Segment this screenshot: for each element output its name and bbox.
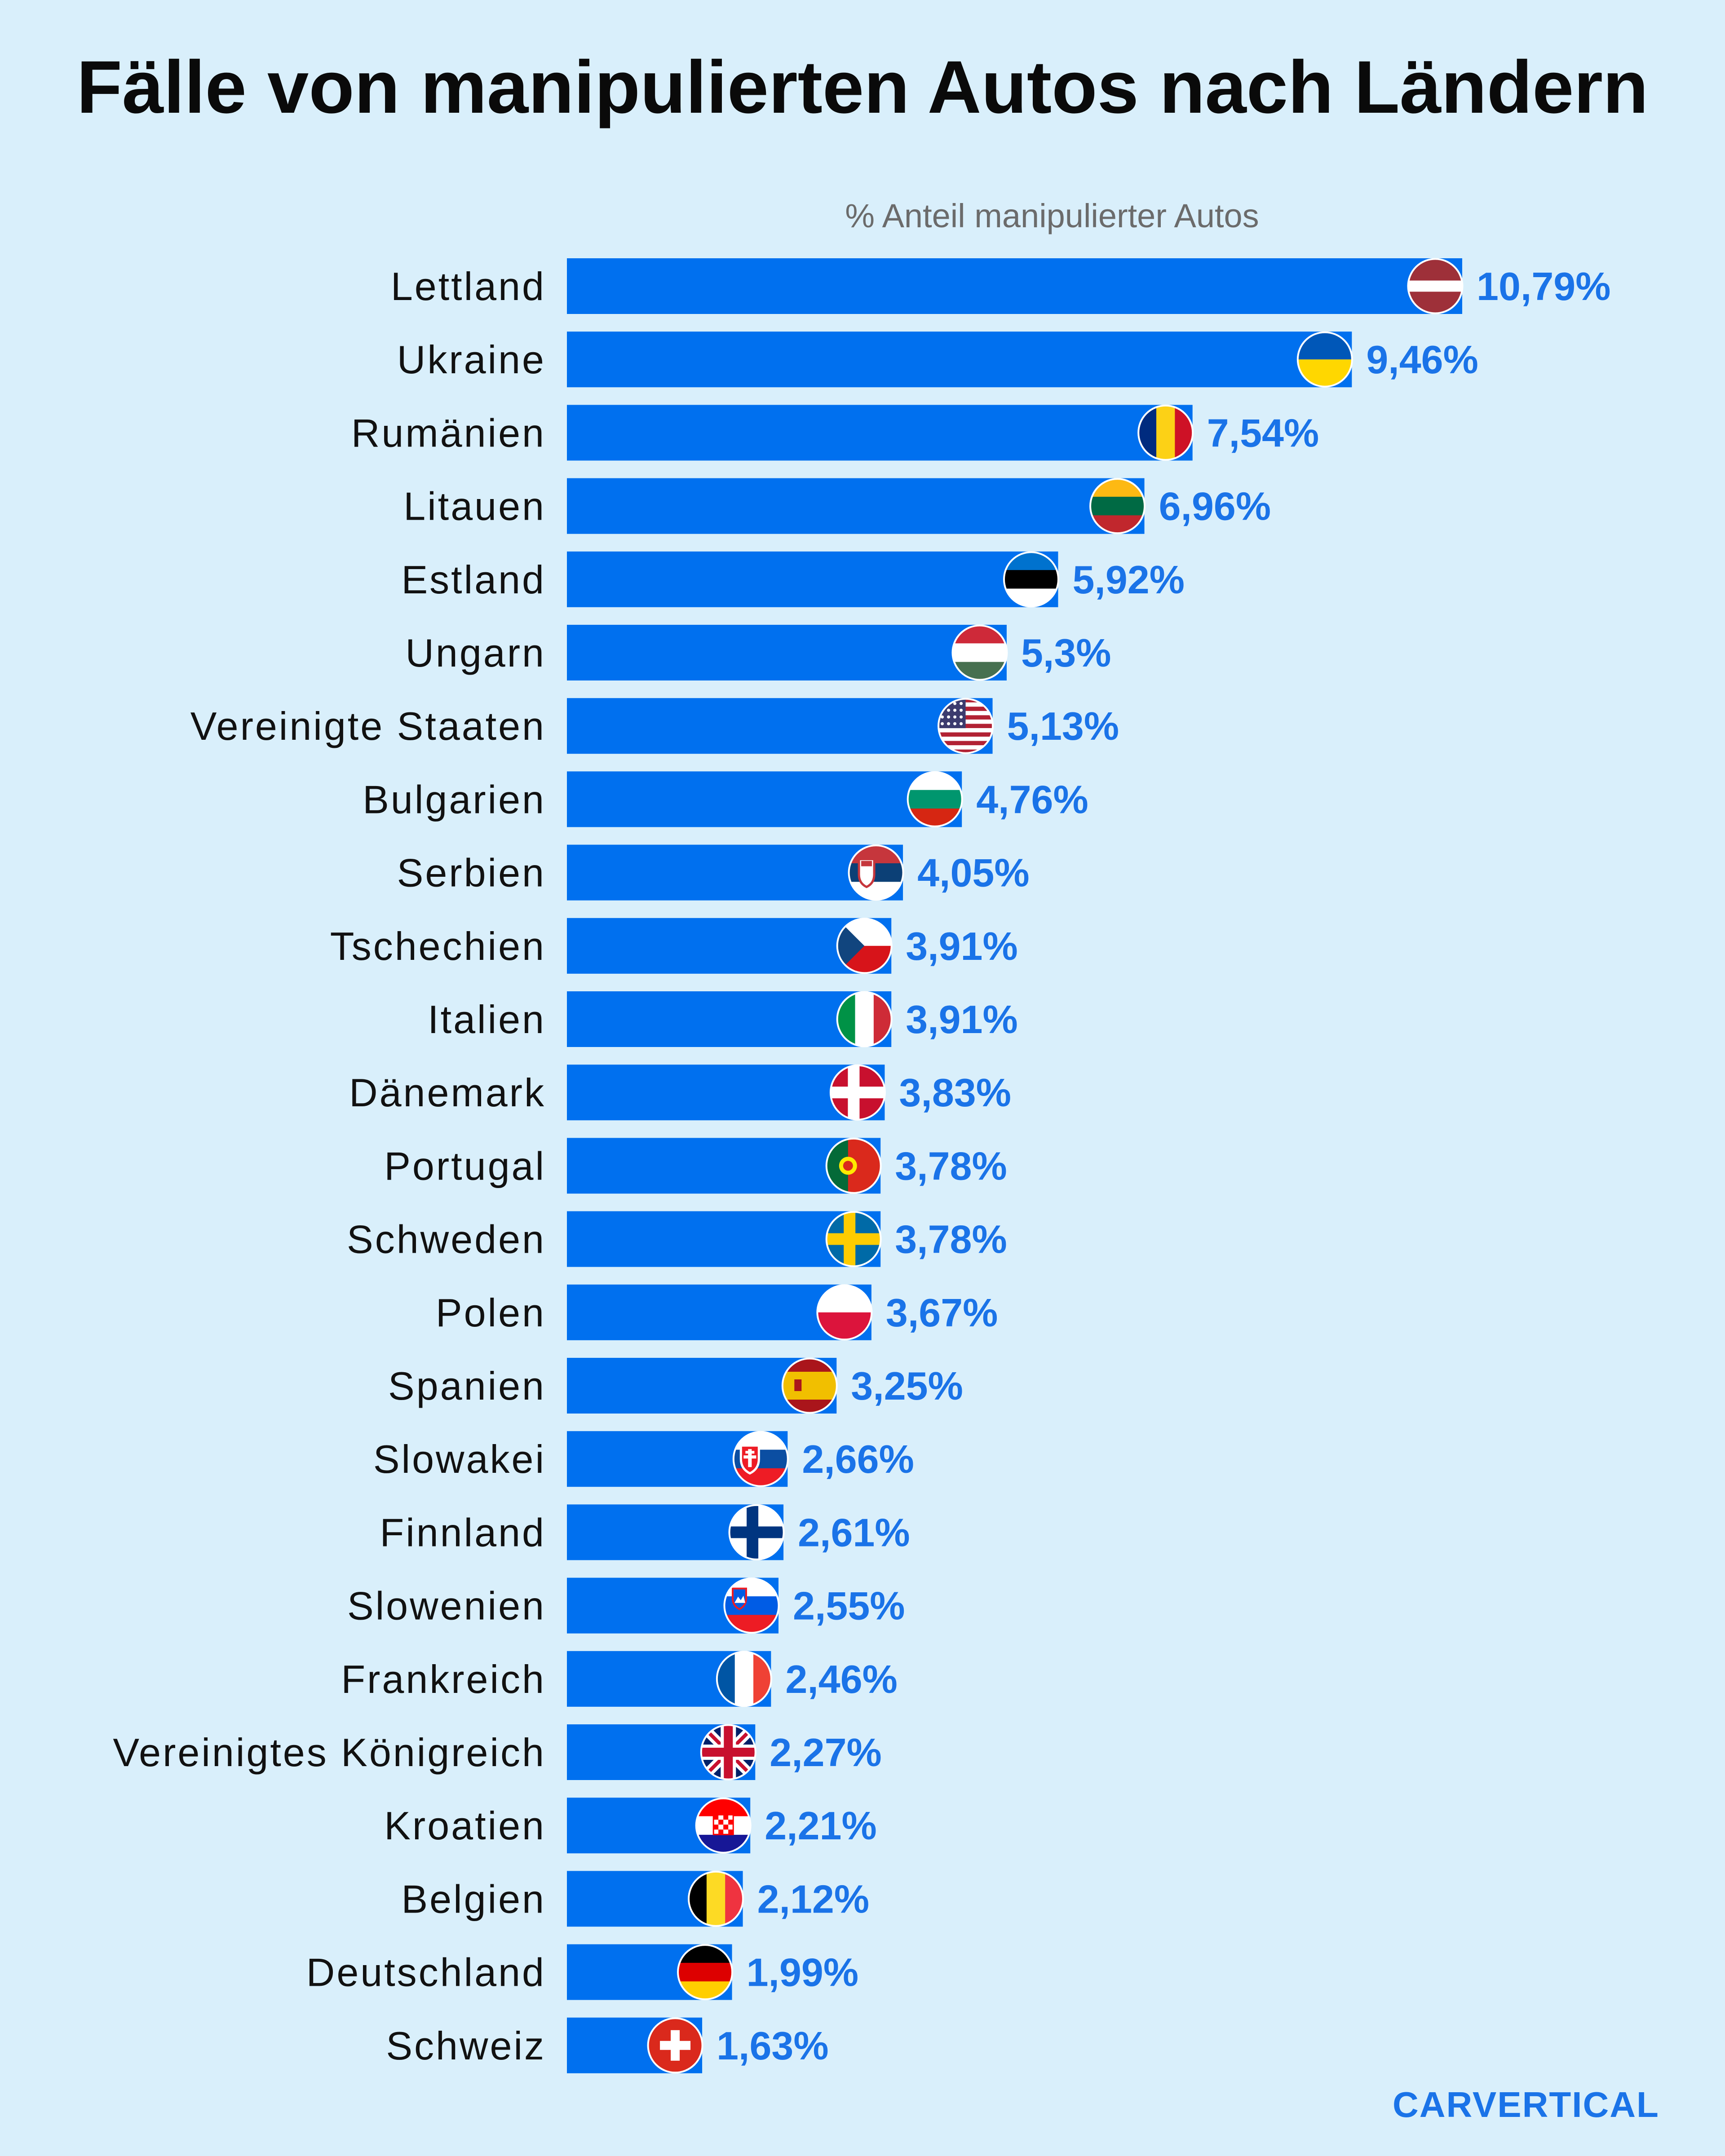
category-label: Frankreich xyxy=(341,1657,546,1701)
value-label: 4,76% xyxy=(976,777,1088,822)
value-label: 1,99% xyxy=(747,1950,859,1995)
value-label: 3,78% xyxy=(895,1217,1007,1262)
value-label: 5,92% xyxy=(1072,557,1185,602)
value-label: 6,96% xyxy=(1159,484,1271,529)
value-label: 3,67% xyxy=(886,1290,998,1335)
x-axis-label: % Anteil manipulierter Autos xyxy=(845,197,1259,234)
bar xyxy=(567,844,903,901)
flag-germany-icon xyxy=(677,1944,734,2001)
category-label: Slowenien xyxy=(347,1584,546,1628)
flag-croatia-icon xyxy=(695,1797,752,1854)
flag-ukraine-icon xyxy=(1296,331,1353,388)
category-label: Ungarn xyxy=(405,631,546,675)
flag-hungary-icon xyxy=(951,624,1008,681)
category-label: Ukraine xyxy=(397,337,546,382)
category-label: Dänemark xyxy=(349,1070,546,1115)
flag-sweden-icon xyxy=(825,1211,882,1268)
bar xyxy=(567,551,1058,607)
category-label: Lettland xyxy=(391,264,546,309)
category-label: Serbien xyxy=(397,851,546,895)
flag-czechia-icon xyxy=(836,918,893,974)
category-label: Rumänien xyxy=(351,411,546,455)
flag-romania-icon xyxy=(1137,404,1194,461)
value-label: 5,3% xyxy=(1021,631,1111,675)
value-label: 7,54% xyxy=(1207,411,1319,455)
value-label: 2,21% xyxy=(765,1803,877,1848)
flag-serbia-icon xyxy=(848,844,904,901)
value-label: 2,61% xyxy=(798,1510,910,1555)
value-label: 2,66% xyxy=(802,1437,914,1481)
flag-poland-icon xyxy=(816,1284,873,1341)
bar xyxy=(567,331,1352,388)
flag-france-icon xyxy=(716,1651,772,1707)
category-label: Schweden xyxy=(347,1217,546,1262)
value-label: 10,79% xyxy=(1477,264,1610,309)
flag-finland-icon xyxy=(728,1504,785,1560)
value-label: 9,46% xyxy=(1366,337,1478,382)
category-label: Polen xyxy=(436,1290,546,1335)
category-label: Vereinigtes Königreich xyxy=(113,1730,546,1775)
category-label: Estland xyxy=(401,557,546,602)
flag-slovakia-icon xyxy=(732,1431,789,1487)
value-label: 2,46% xyxy=(785,1657,898,1701)
category-label: Bulgarien xyxy=(363,777,546,822)
value-label: 2,12% xyxy=(757,1877,870,1921)
category-label: Slowakei xyxy=(373,1437,546,1481)
value-label: 3,91% xyxy=(906,924,1018,968)
bar xyxy=(567,405,1193,461)
bar xyxy=(567,698,993,754)
flag-italy-icon xyxy=(836,991,893,1047)
bar xyxy=(567,771,962,827)
flag-bulgaria-icon xyxy=(907,771,963,827)
category-label: Schweiz xyxy=(386,2023,546,2068)
flag-usa-icon xyxy=(938,698,994,754)
carvertical-logo: CARVERTICAL xyxy=(1393,2085,1659,2125)
flag-latvia-icon xyxy=(1407,258,1464,314)
category-label: Deutschland xyxy=(306,1950,546,1995)
value-label: 4,05% xyxy=(917,851,1030,895)
category-label: Finnland xyxy=(380,1510,546,1555)
category-label: Litauen xyxy=(403,484,546,529)
flag-slovenia-icon xyxy=(723,1577,780,1634)
bar xyxy=(567,258,1462,314)
flag-uk-icon xyxy=(700,1724,756,1780)
category-label: Portugal xyxy=(384,1144,546,1188)
value-label: 1,63% xyxy=(717,2023,829,2068)
category-label: Belgien xyxy=(401,1877,546,1921)
flag-portugal-icon xyxy=(825,1137,882,1194)
value-label: 3,83% xyxy=(899,1070,1011,1115)
category-label: Italien xyxy=(428,997,546,1042)
category-label: Kroatien xyxy=(384,1803,546,1848)
flag-spain-icon xyxy=(781,1357,838,1414)
category-label: Vereinigte Staaten xyxy=(190,704,546,748)
value-label: 2,55% xyxy=(793,1584,905,1628)
chart-title: Fälle von manipulierten Autos nach Lände… xyxy=(76,46,1649,129)
flag-belgium-icon xyxy=(688,1870,744,1927)
value-label: 3,91% xyxy=(906,997,1018,1042)
flag-denmark-icon xyxy=(829,1064,886,1121)
category-label: Spanien xyxy=(388,1364,546,1408)
flag-switzerland-icon xyxy=(647,2017,703,2074)
flag-estonia-icon xyxy=(1003,551,1059,608)
value-label: 5,13% xyxy=(1007,704,1119,748)
value-label: 2,27% xyxy=(770,1730,882,1775)
value-label: 3,78% xyxy=(895,1144,1007,1188)
category-label: Tschechien xyxy=(330,924,546,968)
bar xyxy=(567,478,1145,534)
bar xyxy=(567,625,1007,680)
flag-lithuania-icon xyxy=(1089,478,1146,535)
value-label: 3,25% xyxy=(851,1364,963,1408)
